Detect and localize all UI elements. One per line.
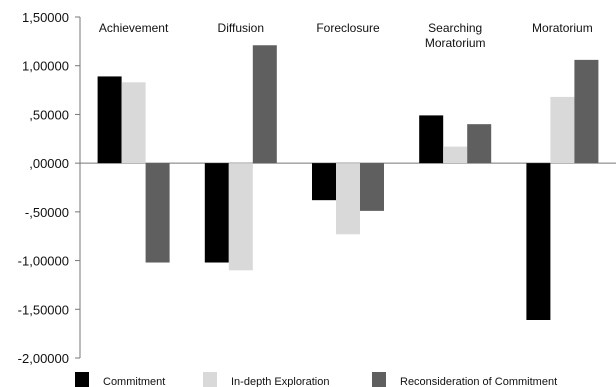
bar xyxy=(443,146,468,164)
bar xyxy=(312,163,336,201)
bar xyxy=(204,163,229,263)
bar xyxy=(252,45,277,164)
legend-swatch xyxy=(372,372,386,387)
category-label: Achievement xyxy=(99,21,169,35)
y-tick-label: 1,50000 xyxy=(22,10,69,25)
legend-label: In-depth Exploration xyxy=(231,376,329,387)
legend-label: Commitment xyxy=(103,376,165,387)
y-axis-ticks: 1,50000 1,00000 ,50000 ,00000 -,50000 -1,0000… xyxy=(18,10,80,366)
y-tick-label: -,50000 xyxy=(25,205,69,220)
bar xyxy=(419,115,444,164)
y-tick-label: -1,00000 xyxy=(18,254,69,269)
category-label: Moratorium xyxy=(532,21,593,35)
bar xyxy=(467,124,492,164)
bar xyxy=(574,59,599,164)
y-tick-label: ,50000 xyxy=(29,107,69,122)
bar xyxy=(97,76,122,164)
y-tick-label: -2,00000 xyxy=(18,351,69,366)
legend-swatch xyxy=(203,372,217,387)
category-label: Diffusion xyxy=(218,21,264,35)
bars xyxy=(97,45,599,321)
bar xyxy=(550,96,575,164)
legend-swatch xyxy=(75,372,89,387)
category-labels: Achievement Diffusion Foreclosure Searching… xyxy=(99,21,593,50)
legend: Commitment In-depth Exploration Reconsider… xyxy=(75,372,557,387)
bar xyxy=(526,163,551,321)
y-tick-label: -1,50000 xyxy=(18,302,69,317)
category-label: Searching Moratorium xyxy=(425,21,486,50)
y-tick-label: ,00000 xyxy=(29,156,69,171)
bar xyxy=(121,82,146,164)
bar xyxy=(360,163,384,211)
bar xyxy=(145,163,170,263)
category-label: Foreclosure xyxy=(316,21,380,35)
bar xyxy=(336,163,360,235)
y-tick-label: 1,00000 xyxy=(22,59,69,74)
bar xyxy=(228,163,253,271)
legend-label: Reconsideration of Commitment xyxy=(400,376,557,387)
